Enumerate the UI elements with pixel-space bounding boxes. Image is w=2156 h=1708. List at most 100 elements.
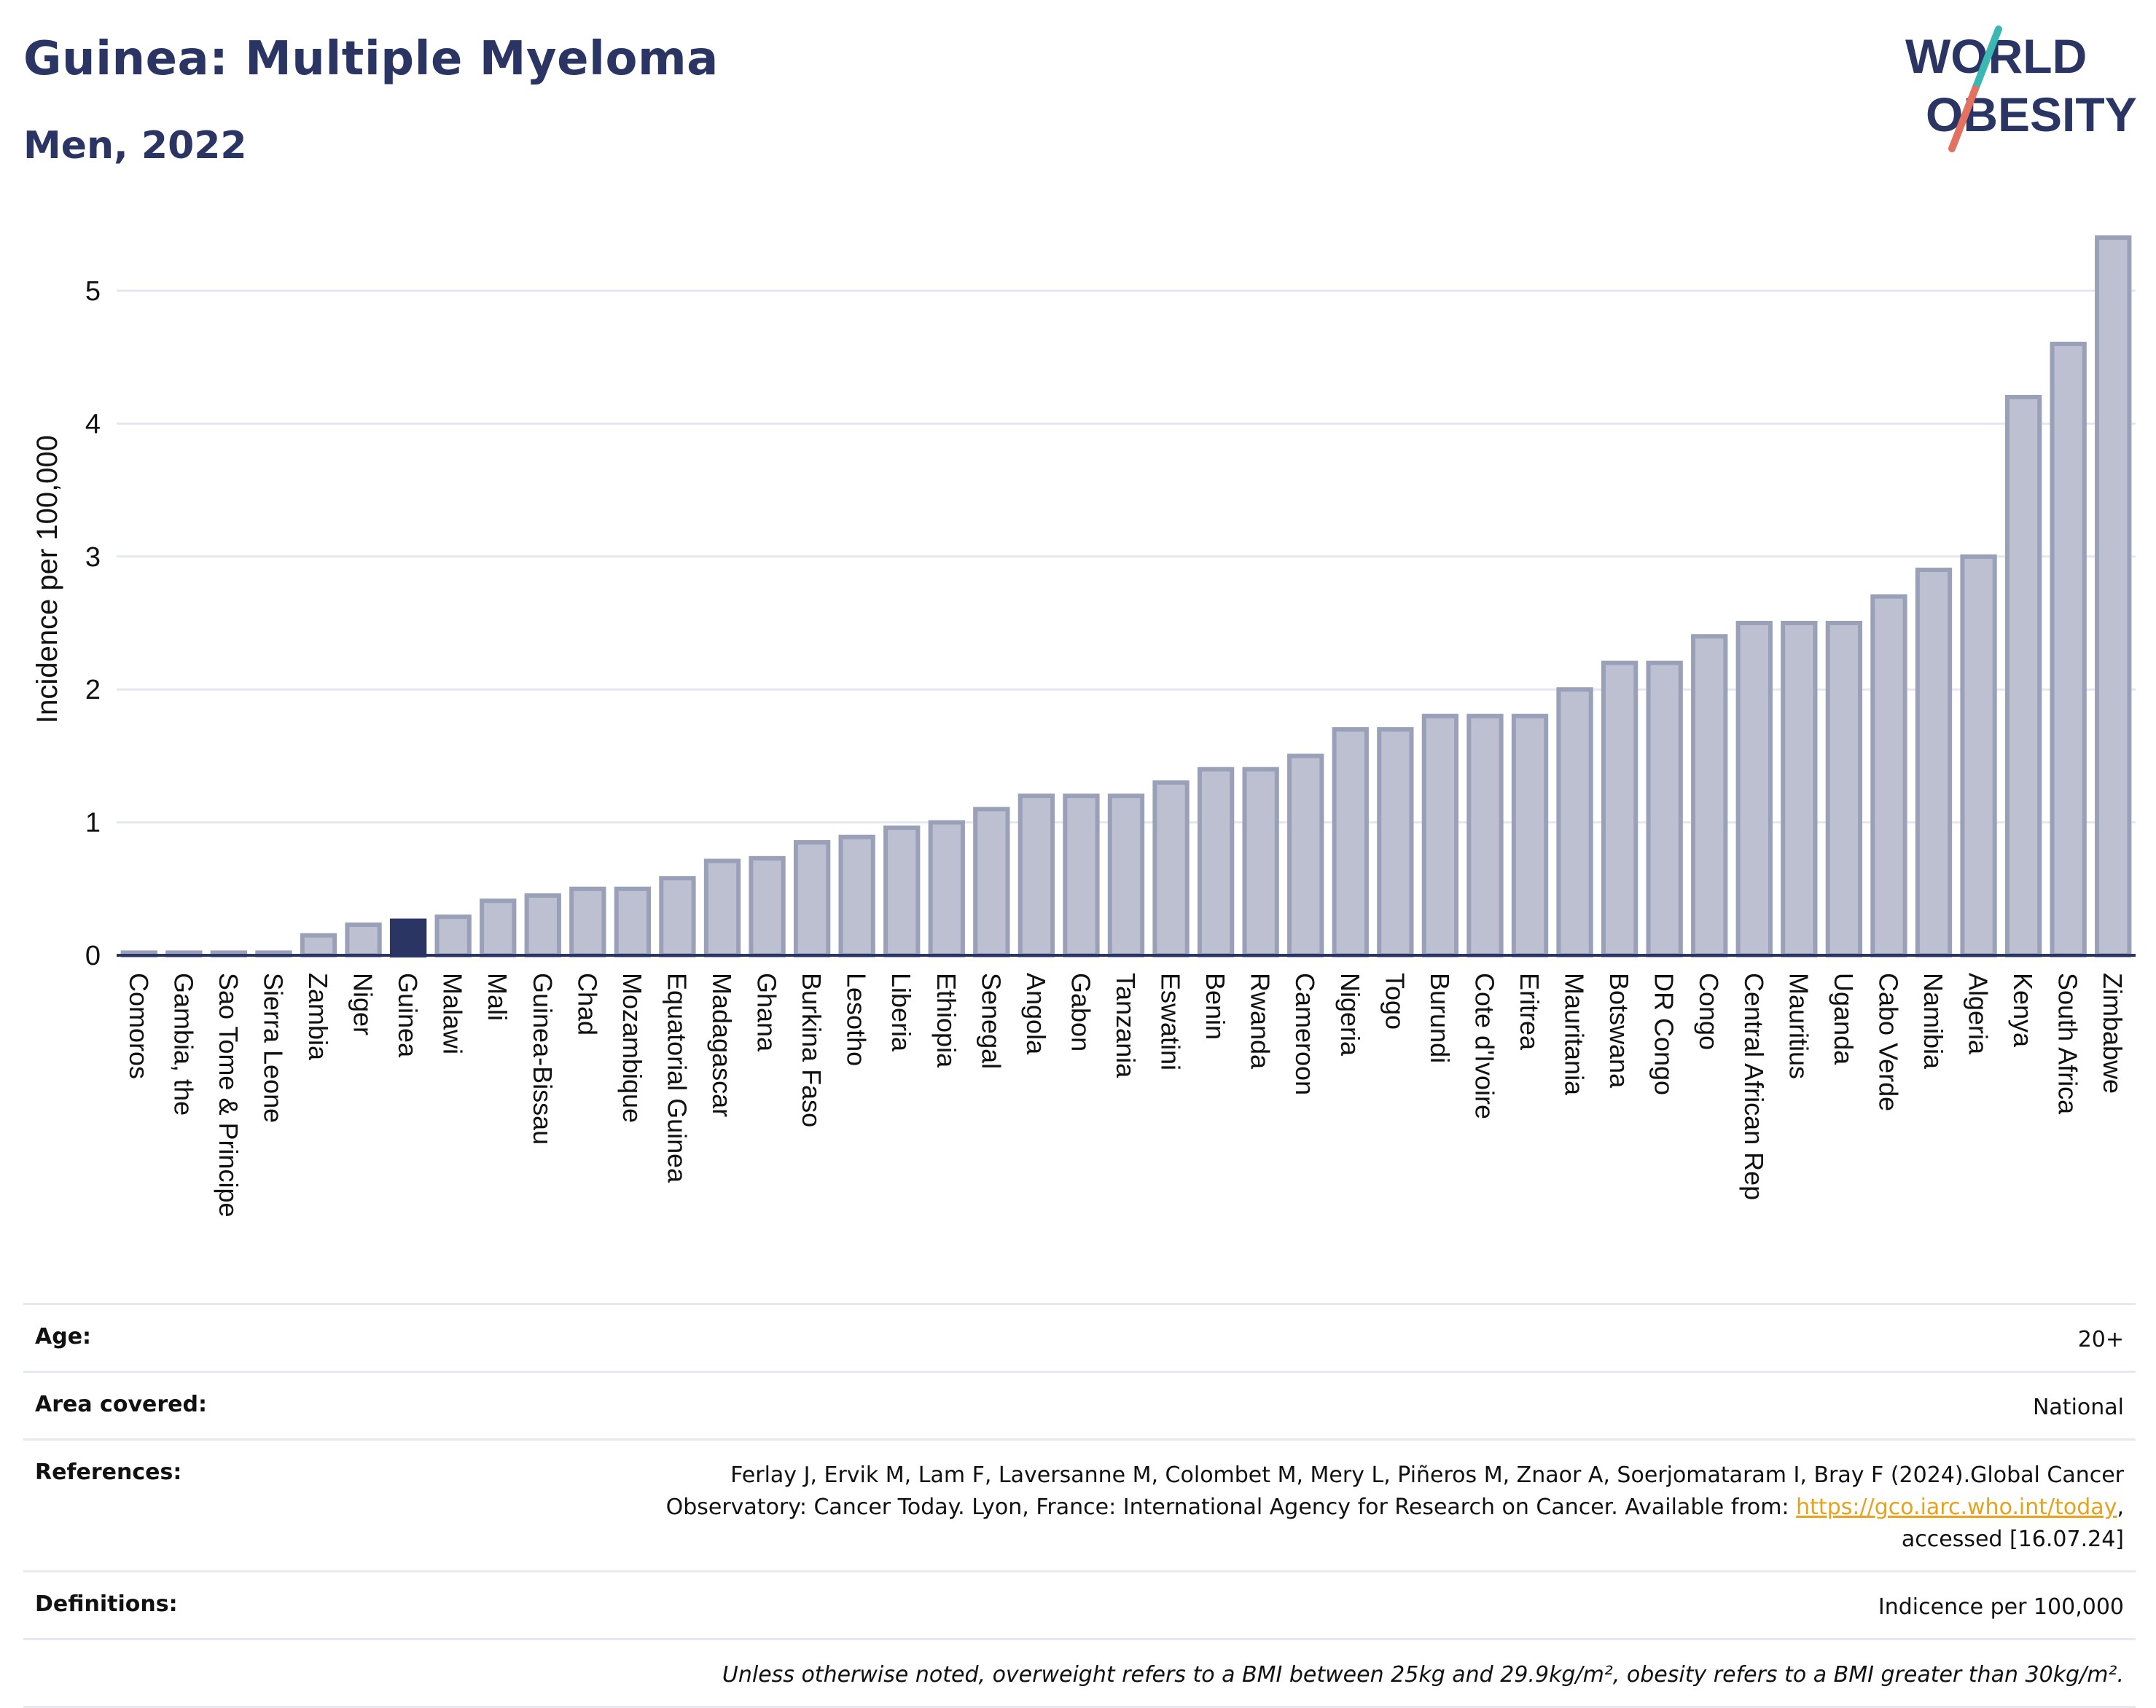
bar-lesotho — [838, 834, 875, 957]
bar-eswatini — [1152, 780, 1190, 957]
x-tick-label: Rwanda — [1246, 973, 1276, 1070]
x-tick-label: Guinea-Bissau — [528, 973, 558, 1145]
age-row: Age: 20+ — [23, 1303, 2136, 1371]
bar-tanzania — [1107, 794, 1145, 957]
bar-zambia — [300, 933, 337, 958]
references-line2: Observatory: Cancer Today. Lyon, France:… — [665, 1494, 1797, 1520]
x-tick-label: Madagascar — [707, 973, 737, 1117]
bar-niger — [345, 922, 382, 957]
x-tick-label: Namibia — [1918, 973, 1948, 1070]
bar-benin — [1197, 767, 1235, 958]
bar-eritrea — [1511, 713, 1549, 957]
age-label: Age: — [35, 1324, 92, 1349]
bar-mauritania — [1556, 687, 1593, 957]
x-tick-label: Lesotho — [842, 973, 872, 1066]
y-tick-label: 1 — [85, 808, 101, 839]
x-tick-label: Senegal — [976, 973, 1006, 1069]
x-tick-label: Eswatini — [1156, 973, 1186, 1070]
bar-liberia — [883, 825, 921, 957]
definitions-label: Definitions: — [35, 1591, 178, 1617]
area-row: Area covered: National — [23, 1371, 2136, 1438]
x-tick-label: Cameroon — [1290, 973, 1320, 1095]
bar-guinea-bissau — [524, 893, 561, 958]
x-tick-label: Mauritius — [1784, 973, 1813, 1079]
bars — [120, 235, 2132, 958]
x-tick-label: Comoros — [124, 973, 154, 1079]
note-row: Unless otherwise noted, overweight refer… — [23, 1638, 2136, 1708]
references-row: References: Ferlay J, Ervik M, Lam F, La… — [23, 1438, 2136, 1570]
y-tick-label: 4 — [85, 409, 101, 439]
x-tick-label: Cote d'Ivoire — [1469, 973, 1499, 1119]
references-label: References: — [35, 1460, 182, 1485]
x-tick-label: Sao Tome & Principe — [214, 973, 243, 1218]
x-tick-label: South Africa — [2053, 973, 2083, 1115]
y-tick-label: 5 — [85, 276, 101, 307]
y-tick-label: 2 — [85, 675, 101, 705]
page-subtitle: Men, 2022 — [23, 124, 247, 168]
bar-ghana — [749, 855, 786, 958]
axes: 0 1 2 3 4 5 Comoros Gambia, the Sao Tome & Princ… — [85, 276, 2136, 1218]
bar-mali — [480, 898, 517, 957]
x-tick-label: Mali — [483, 973, 512, 1021]
x-tick-label: Zimbabwe — [2098, 973, 2128, 1094]
bar-angola — [1018, 794, 1055, 957]
y-axis-label: Incidence per 100,000 — [31, 435, 63, 724]
x-tick-label: Chad — [572, 973, 602, 1035]
bar-zimbabwe — [2095, 235, 2132, 958]
x-tick-label: Nigeria — [1335, 973, 1365, 1057]
world-obesity-logo: WORLD OBESITY — [1905, 26, 2137, 152]
x-tick-label: Tanzania — [1111, 973, 1141, 1078]
bar-cote-d-ivoire — [1466, 713, 1504, 957]
x-tick-label: Eritrea — [1515, 973, 1544, 1051]
bar-chad — [569, 886, 606, 958]
x-tick-label: Kenya — [2008, 973, 2038, 1048]
x-tick-label: Burkina Faso — [797, 973, 827, 1127]
area-label: Area covered: — [35, 1392, 207, 1417]
definitions-value: Indicence per 100,000 — [1878, 1594, 2124, 1620]
references-line2-end: , — [2117, 1494, 2124, 1520]
x-tick-label: Mauritania — [1560, 973, 1590, 1096]
x-tick-label: Niger — [348, 973, 378, 1035]
bar-mozambique — [614, 886, 652, 958]
y-tick-label: 3 — [85, 542, 101, 573]
x-tick-label: Gabon — [1066, 973, 1095, 1051]
bar-burundi — [1421, 713, 1459, 957]
bar-dr-congo — [1646, 660, 1683, 957]
age-value: 20+ — [2077, 1327, 2124, 1352]
references-line1: Ferlay J, Ervik M, Lam F, Laversanne M, … — [730, 1462, 2124, 1488]
bar-gabon — [1063, 794, 1100, 957]
x-tick-label: DR Congo — [1649, 973, 1679, 1095]
bar-uganda — [1825, 621, 1863, 957]
x-tick-label: Malawi — [438, 973, 468, 1054]
bar-south-africa — [2050, 341, 2087, 957]
bar-madagascar — [703, 858, 741, 957]
area-value: National — [2032, 1395, 2124, 1420]
bar-equatorial-guinea — [659, 876, 696, 958]
bar-cabo-verde — [1870, 594, 1907, 958]
references-line3: accessed [16.07.24] — [1901, 1527, 2124, 1552]
x-tick-label: Angola — [1021, 973, 1051, 1055]
x-tick-label: Ghana — [752, 973, 782, 1052]
x-tick-label: Zambia — [303, 973, 333, 1061]
x-tick-label: Algeria — [1964, 973, 1993, 1055]
x-tick-label: Uganda — [1829, 973, 1859, 1065]
bar-chart: 0 1 2 3 4 5 Comoros Gambia, the Sao Tome & Princ… — [31, 235, 2136, 1218]
x-tick-label: Cabo Verde — [1873, 973, 1903, 1111]
bar-cameroon — [1287, 753, 1324, 958]
bar-senegal — [973, 807, 1010, 957]
bar-kenya — [2004, 394, 2042, 957]
bar-togo — [1377, 726, 1414, 957]
bar-botswana — [1601, 660, 1639, 957]
x-tick-label: Liberia — [886, 973, 916, 1052]
definitions-row: Definitions: Indicence per 100,000 — [23, 1570, 2136, 1638]
x-tick-label: Togo — [1380, 973, 1410, 1030]
x-tick-label: Ethiopia — [931, 973, 961, 1068]
bar-algeria — [1960, 554, 1997, 957]
bar-namibia — [1915, 568, 1953, 957]
x-tick-label: Botswana — [1604, 973, 1634, 1089]
bar-nigeria — [1332, 726, 1369, 957]
references-link[interactable]: https://gco.iarc.who.int/today — [1796, 1494, 2117, 1520]
bar-guinea — [389, 918, 427, 958]
metadata-table: Age: 20+ Area covered: National Referenc… — [23, 1303, 2136, 1708]
bar-rwanda — [1242, 767, 1279, 958]
